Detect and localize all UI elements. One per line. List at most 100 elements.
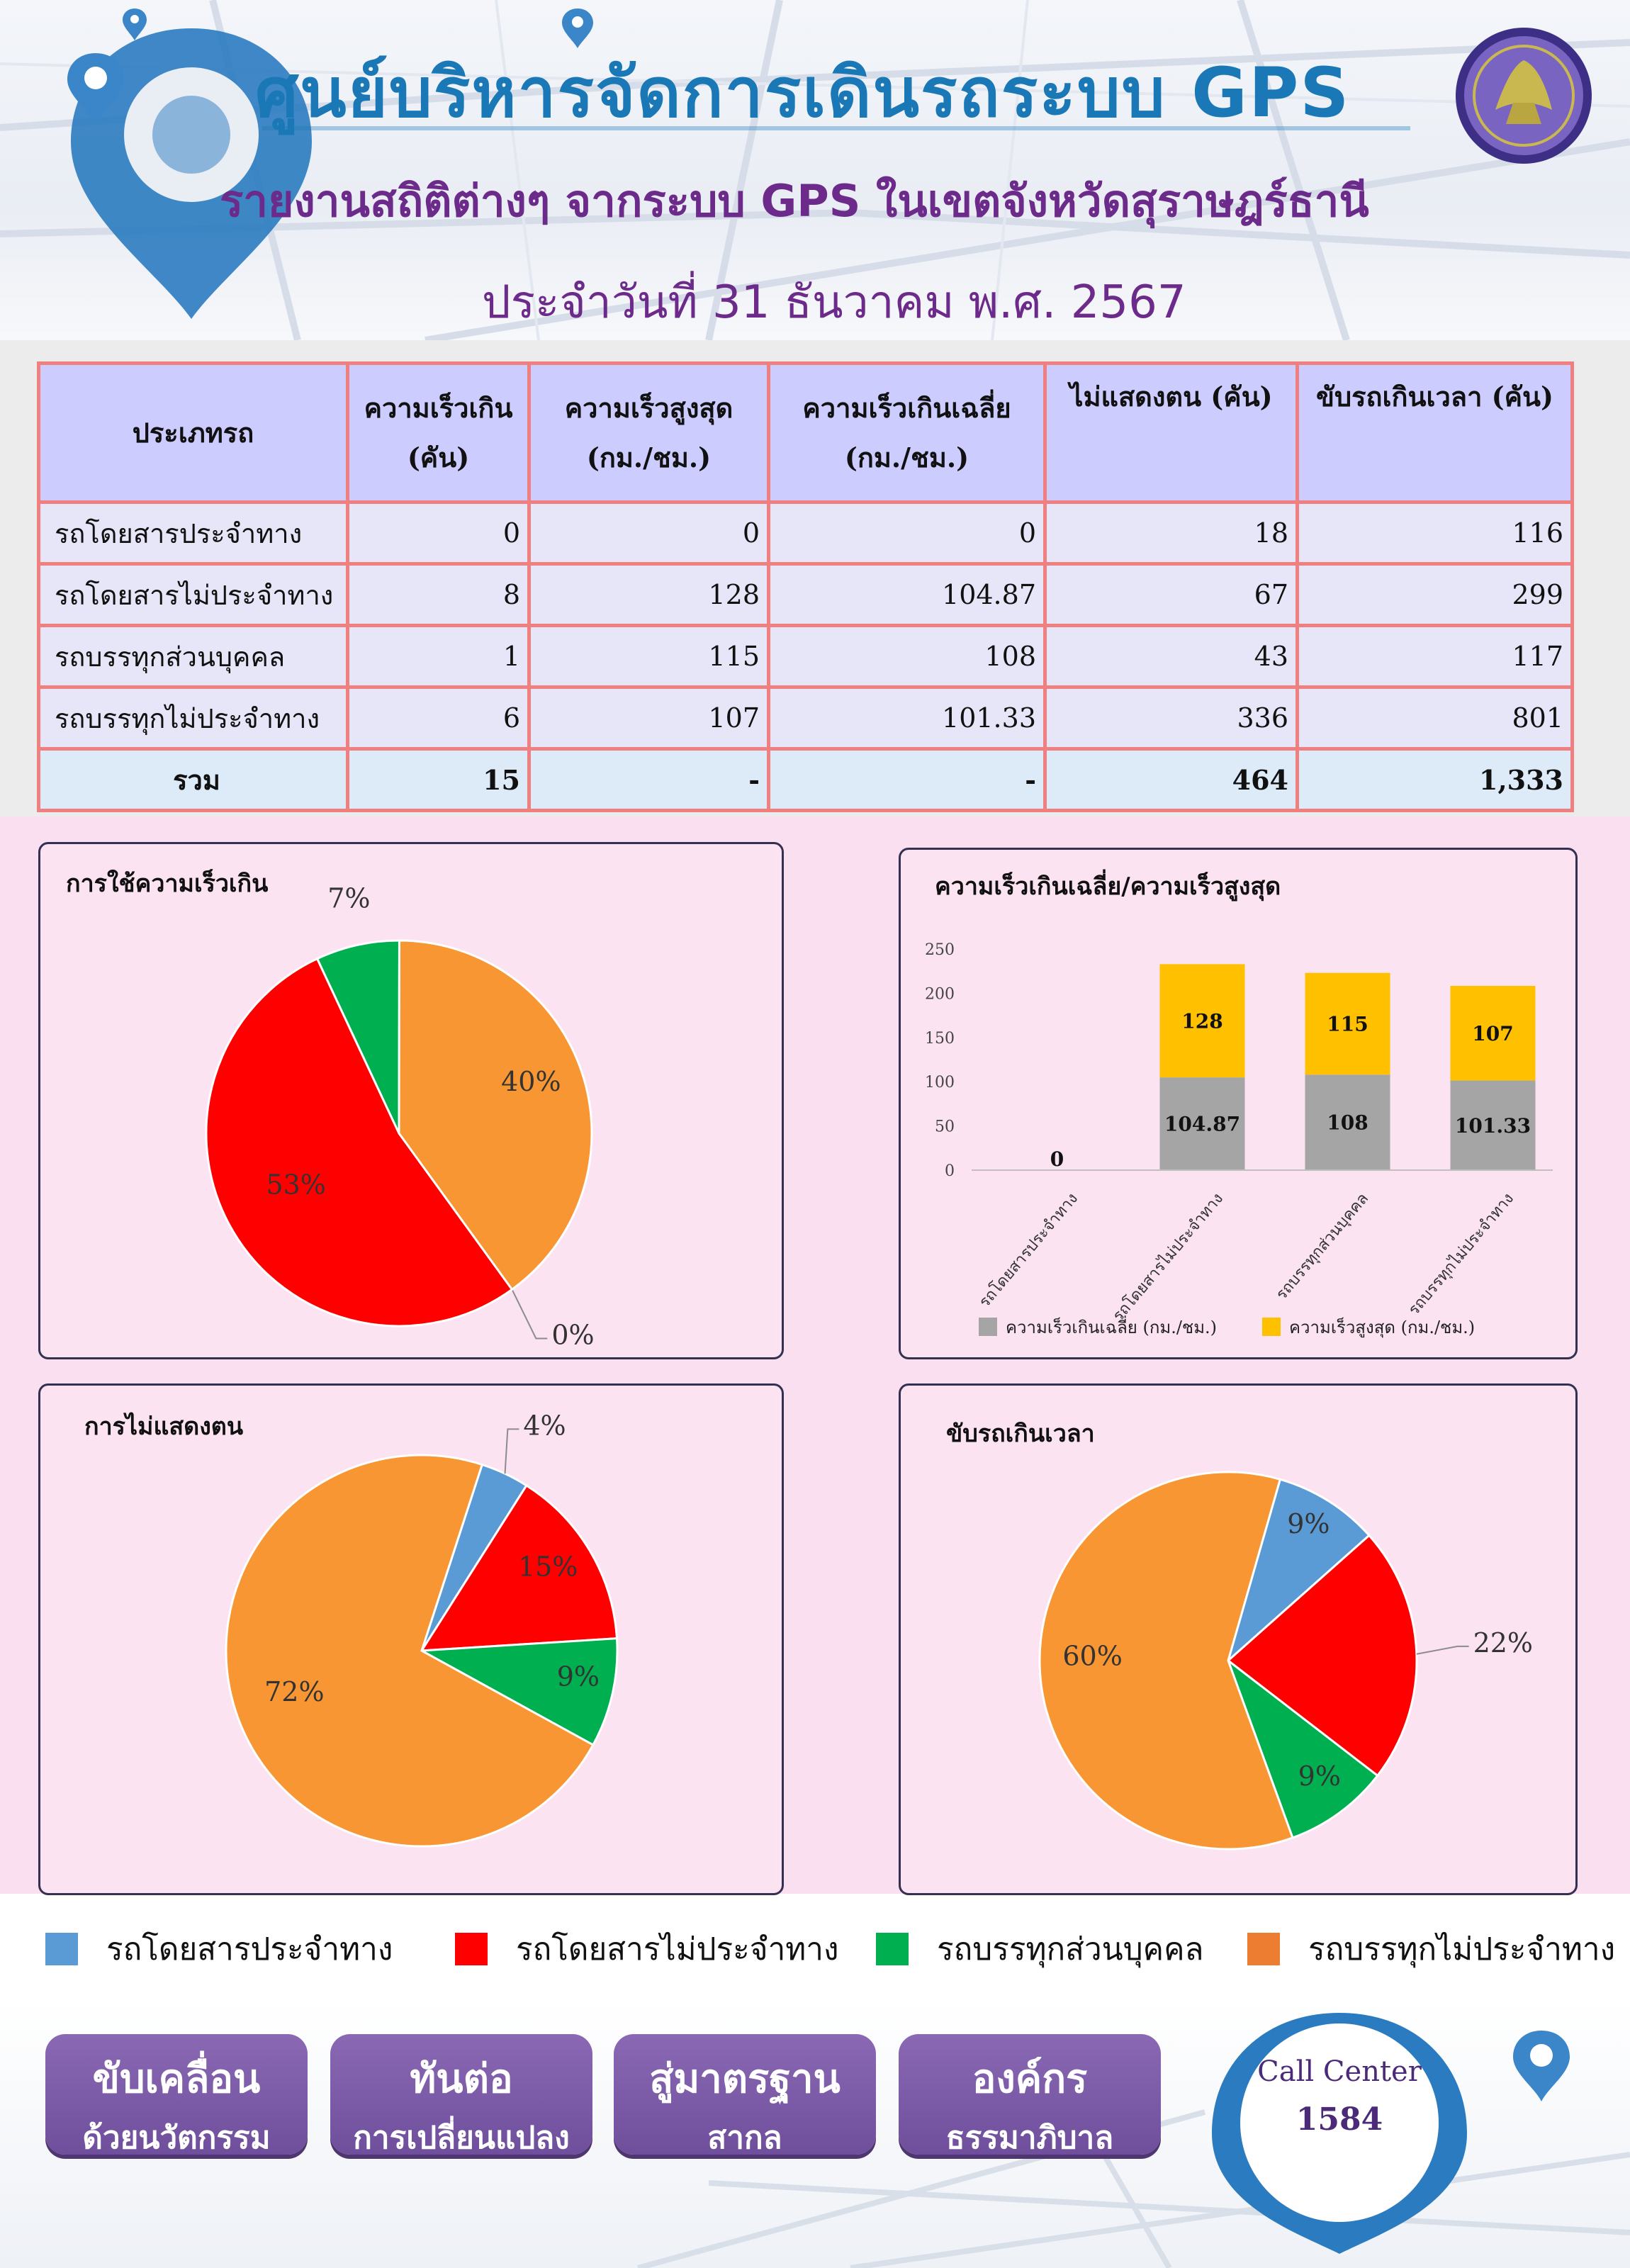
overtime-pie-chart: 9% 22% 9% 60% [1038,1471,1533,1851]
call-center-number[interactable]: 1584 [1295,2101,1383,2138]
pie-data-label: 4% [523,1410,566,1441]
call-center-pin-icon [1212,2013,1467,2254]
chart-title: การไม่แสดงตน [84,1413,244,1441]
department-seal-logo [1456,28,1592,164]
charts-section: การใช้ความเร็วเกิน 0% 53% 7% 40% ความเร็วเก… [0,816,1630,1895]
cell-max-speed: 128 [527,562,770,627]
cell-avg-speed: 0 [767,500,1047,566]
bar-max-speed [1450,986,1536,1081]
legend-swatch [876,1933,909,1965]
bar-data-label: 104.87 [1164,1113,1240,1136]
header-speeding: ความเร็วเกิน (คัน) [346,361,531,504]
cell-avg-speed: - [767,747,1047,812]
cell-overtime: 299 [1295,562,1574,627]
cell-max-speed: 0 [527,500,770,566]
cell-type: รถบรรทุกไม่ประจำทาง [37,685,349,751]
cell-speeding: 0 [346,500,531,566]
call-center-label: Call Center [1257,2055,1422,2088]
table-row: รถโดยสารไม่ประจำทาง 8 128 104.87 67 299 [37,562,1574,627]
cell-max-speed: 107 [527,685,770,751]
y-tick-label: 0 [945,1162,955,1180]
statistics-table: ประเภทรถ ความเร็วเกิน (คัน) ความเร็วสูงสุ… [37,361,1574,812]
x-tick-label: รถบรรทุกไม่ประจำทาง [1405,1189,1517,1319]
leader-line [504,1428,519,1474]
legend-swatch [1247,1933,1280,1965]
chart-title: ความเร็วเกินเฉลี่ย/ความเร็วสูงสุด [935,872,1281,901]
overtime-pie-panel: ขับรถเกินเวลา 9% 22% 9% 60% [899,1383,1578,1895]
cell-type: รวม [37,747,349,812]
bar-avg-speed [1159,1077,1245,1170]
statistics-table-section: ประเภทรถ ความเร็วเกิน (คัน) ความเร็วสูงสุ… [0,340,1630,816]
bar-data-label: 115 [1327,1012,1368,1035]
small-pin-icon [67,53,124,124]
page-title: ศูนย์บริหารจัดการเดินรถระบบ GPS [255,53,1351,133]
legend-label: รถบรรทุกส่วนบุคคล [937,1931,1204,1967]
small-pin-icon [123,9,147,40]
cell-type: รถโดยสารประจำทาง [37,500,349,566]
x-tick-label: รถโดยสารไม่ประจำทาง [1109,1189,1227,1325]
pie-data-label: 9% [557,1661,600,1692]
pie-slice [1038,1471,1294,1851]
pie-slice [225,1454,595,1848]
y-tick-label: 50 [935,1118,955,1136]
bar-max-speed [1159,964,1245,1078]
cell-no-card: 18 [1043,500,1299,566]
pie-data-label: 22% [1473,1627,1533,1658]
no-card-pie-chart: 4% 15% 9% 72% [225,1410,619,1848]
header-vehicle-type: ประเภทรถ [37,361,349,504]
cell-overtime: 801 [1295,685,1574,751]
cell-avg-speed: 101.33 [767,685,1047,751]
legend-item: รถบรรทุกส่วนบุคคล [876,1928,1204,1970]
innovation-button[interactable]: ขับเคลื่อน ด้วยนวัตกรรม [45,2034,308,2156]
cell-type: รถโดยสารไม่ประจำทาง [37,562,349,627]
cell-no-card: 336 [1043,685,1299,751]
x-tick-label: รถบรรทุกส่วนบุคคล [1273,1190,1372,1303]
no-card-pie-panel: การไม่แสดงตน 4% 15% 9% 72% [38,1383,784,1895]
leader-line [511,1289,548,1340]
y-tick-label: 250 [925,941,955,959]
cell-avg-speed: 104.87 [767,562,1047,627]
bar-data-label: 108 [1327,1111,1368,1135]
cell-overtime: 1,333 [1295,747,1574,812]
table-header-row: ประเภทรถ ความเร็วเกิน (คัน) ความเร็วสูงสุ… [37,361,1574,504]
legend-item: รถโดยสารไม่ประจำทาง [455,1928,838,1970]
standard-button[interactable]: สู่มาตรฐาน สากล [614,2034,876,2156]
pie-data-label: 53% [266,1169,325,1201]
header-avg-speed: ความเร็วเกินเฉลี่ย (กม./ชม.) [767,361,1047,504]
bar-avg-speed [1450,1080,1536,1170]
pie-slice [417,1637,619,1747]
pie-slice [315,939,400,1134]
pie-slice [398,939,593,1291]
cell-overtime: 116 [1295,500,1574,566]
speed-bar-panel: ความเร็วเกินเฉลี่ย/ความเร็วสูงสุด 0 50 100… [899,848,1578,1359]
page-subtitle: รายงานสถิติต่างๆ จากระบบ GPS ในเขตจังหวั… [220,175,1369,227]
header-overtime: ขับรถเกินเวลา (คัน) [1295,361,1574,504]
legend-swatch [455,1933,488,1965]
change-button[interactable]: ทันต่อ การเปลี่ยนแปลง [330,2034,592,2156]
table-row: รถบรรทุกไม่ประจำทาง 6 107 101.33 336 801 [37,685,1574,751]
pie-data-label: 0% [551,1319,594,1350]
pie-data-label: 9% [1287,1508,1330,1539]
x-tick-label: รถโดยสารประจำทาง [975,1189,1081,1311]
pie-slice [1226,1478,1371,1664]
cell-speeding: 1 [346,624,531,689]
cell-no-card: 67 [1043,562,1299,627]
report-date: ประจำวันที่ 31 ธันวาคม พ.ศ. 2567 [482,276,1186,329]
bar-data-label: 128 [1181,1009,1222,1033]
cell-max-speed: 115 [527,624,770,689]
speed-bar-chart: 0 50 100 150 200 250 0 รถโดยสารประจำทาง 104.87 12… [925,941,1553,1338]
cell-avg-speed: 108 [767,624,1047,689]
pie-data-label: 60% [1062,1641,1122,1672]
bar-avg-speed [1305,1074,1390,1170]
pie-slice [1225,1657,1379,1839]
table-row: รถบรรทุกส่วนบุคคล 1 115 108 43 117 [37,624,1574,689]
pie-data-label: 40% [501,1066,561,1097]
governance-button[interactable]: องค์กร ธรรมาภิบาล [899,2034,1161,2156]
cell-speeding: 15 [346,747,531,812]
header-max-speed: ความเร็วสูงสุด (กม./ชม.) [527,361,770,504]
pie-data-label: 7% [327,882,370,914]
y-tick-label: 150 [925,1030,955,1048]
table-total-row: รวม 15 - - 464 1,333 [37,747,1574,812]
bar-data-label: 101.33 [1455,1114,1531,1138]
leader-line [1416,1645,1469,1655]
